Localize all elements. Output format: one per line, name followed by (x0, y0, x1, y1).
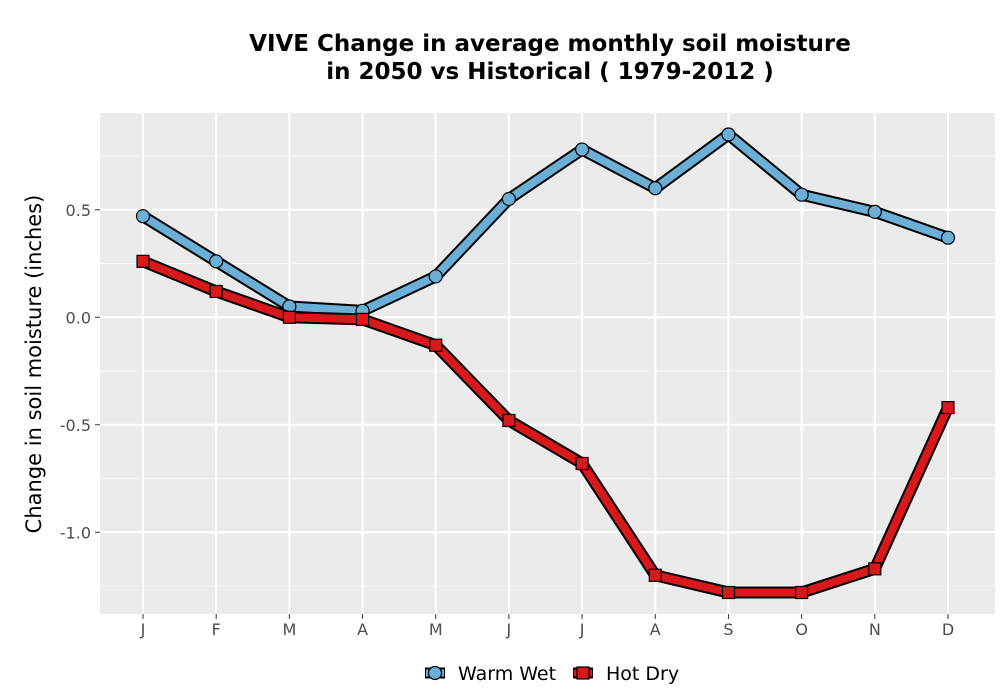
data-point (574, 142, 590, 157)
x-tick-label: J (579, 620, 585, 639)
grid-minor (100, 155, 995, 587)
data-point (867, 204, 882, 220)
x-tick-label: M (429, 620, 443, 639)
data-point (429, 338, 443, 352)
data-point (648, 181, 663, 196)
y-axis: -1.0 -0.5 0.0 0.5 (60, 201, 100, 542)
x-tick-label: S (723, 620, 733, 639)
x-tick-label: A (650, 620, 661, 639)
legend-label: Hot Dry (606, 663, 679, 685)
x-tick-label: D (942, 620, 954, 639)
x-tick-label: N (869, 620, 881, 639)
data-point (209, 254, 224, 269)
legend-item: Warm Wet (425, 663, 556, 685)
data-point (795, 585, 809, 600)
data-point (794, 187, 809, 202)
plot-panel (100, 113, 995, 614)
x-tick-label: F (212, 620, 221, 639)
x-tick-label: A (357, 620, 368, 639)
legend-key-marker (576, 666, 590, 680)
data-point (282, 310, 296, 324)
x-tick-label: O (795, 620, 808, 639)
data-point (135, 209, 151, 224)
data-point (868, 562, 882, 576)
data-point (355, 312, 370, 327)
data-point (136, 254, 150, 268)
data-point (940, 230, 956, 245)
x-tick-label: J (506, 620, 512, 639)
data-point (721, 585, 736, 600)
series-line (139, 130, 952, 315)
legend-label: Warm Wet (458, 663, 556, 685)
y-axis-label: Change in soil moisture (inches) (22, 195, 46, 534)
data-point (648, 568, 662, 582)
y-tick-label: -1.0 (60, 523, 91, 542)
y-tick-label: 0.5 (66, 201, 91, 220)
data-point (575, 456, 589, 471)
data-point (428, 269, 443, 284)
legend-item: Hot Dry (573, 663, 679, 685)
x-tick-label: M (282, 620, 296, 639)
grid-major (100, 113, 995, 614)
series-layer (135, 127, 956, 600)
data-point (209, 284, 223, 299)
chart-title: VIVE Change in average monthly soil mois… (249, 31, 851, 85)
data-point (941, 400, 955, 415)
y-tick-label: 0.0 (66, 308, 91, 327)
y-tick-label: -0.5 (60, 416, 91, 435)
legend: Warm Wet Hot Dry (425, 663, 679, 685)
data-point (501, 191, 517, 207)
legend-key-marker (427, 665, 443, 681)
series-line (139, 257, 952, 597)
x-tick-label: J (140, 620, 146, 639)
series-hot-dry (136, 254, 955, 600)
data-point (721, 127, 736, 142)
data-point (502, 413, 516, 428)
